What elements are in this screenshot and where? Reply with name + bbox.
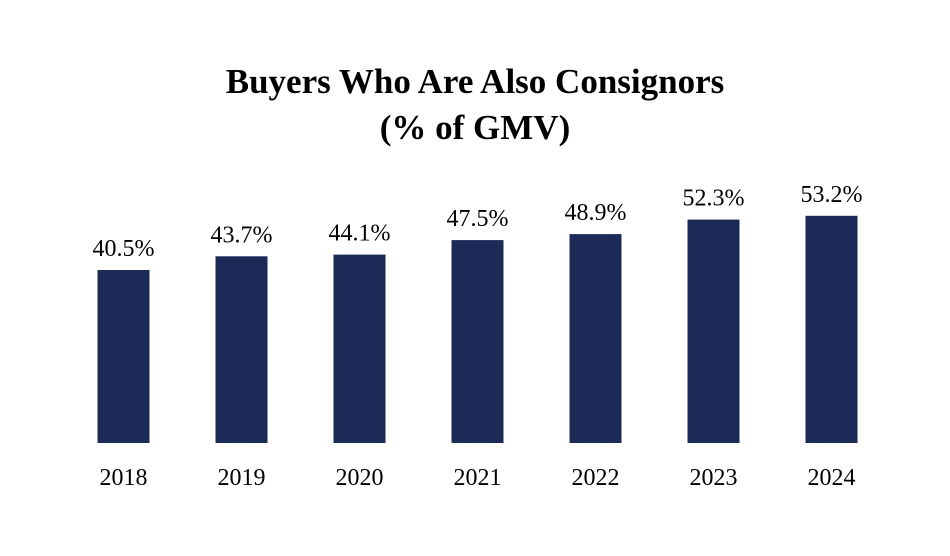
data-label-2022: 48.9% — [565, 200, 627, 226]
x-tick-label-2023: 2023 — [690, 465, 738, 491]
chart-title: Buyers Who Are Also Consignors — [225, 62, 725, 101]
bar-2024 — [805, 215, 858, 443]
data-label-2020: 44.1% — [329, 221, 391, 247]
data-label-2018: 40.5% — [93, 236, 155, 262]
x-tick-label-2019: 2019 — [218, 465, 266, 491]
bar-2019 — [215, 256, 268, 443]
bar-2022 — [569, 234, 622, 443]
x-tick-label-2022: 2022 — [572, 465, 620, 491]
data-label-2021: 47.5% — [447, 206, 509, 232]
chart-subtitle: (% of GMV) — [379, 108, 571, 147]
bar-2020 — [333, 254, 386, 443]
x-tick-label-2024: 2024 — [808, 465, 856, 491]
bar-2023 — [687, 219, 740, 443]
x-tick-label-2018: 2018 — [100, 465, 148, 491]
x-tick-label-2020: 2020 — [336, 465, 384, 491]
bar-2021 — [451, 240, 504, 443]
x-tick-label-2021: 2021 — [454, 465, 502, 491]
bar-2018 — [97, 270, 150, 443]
data-label-2023: 52.3% — [683, 186, 745, 212]
data-label-2024: 53.2% — [801, 182, 863, 208]
data-label-2019: 43.7% — [211, 222, 273, 248]
